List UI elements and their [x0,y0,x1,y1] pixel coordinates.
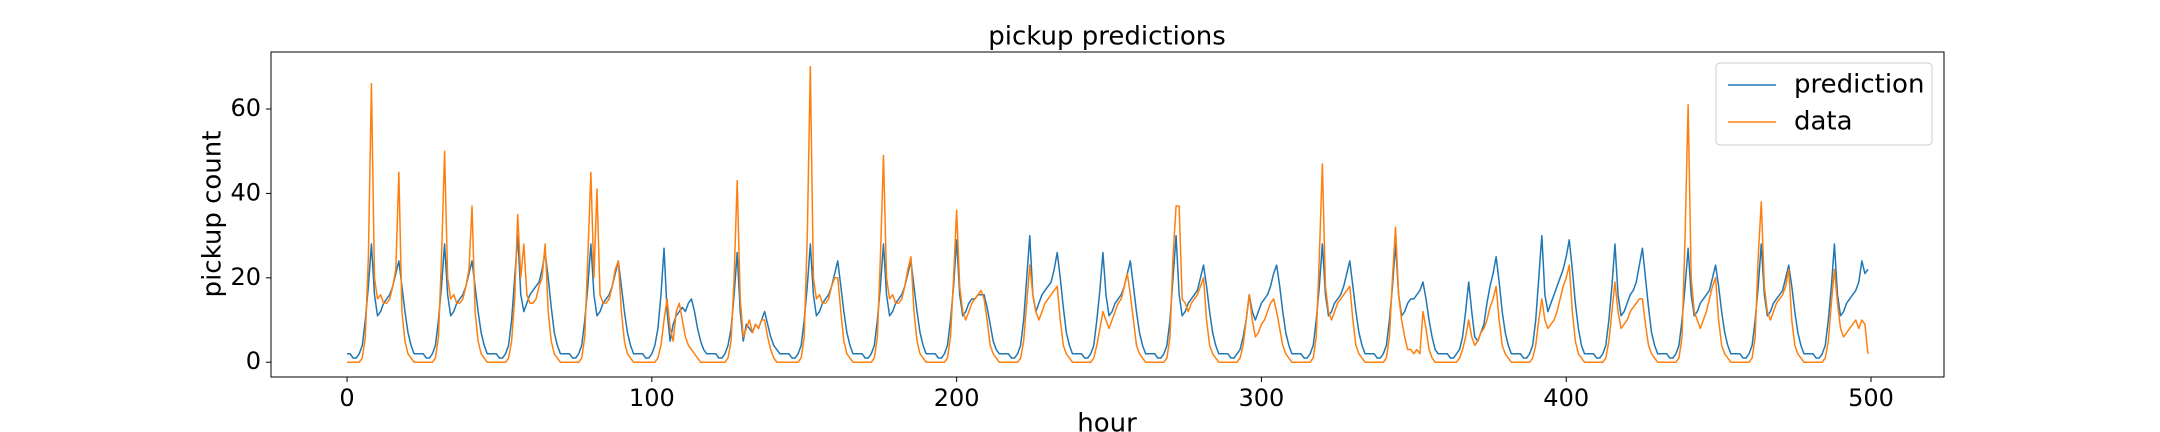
legend-label: data [1794,107,1853,137]
y-tick-label: 60 [230,94,261,122]
y-tick-label: 20 [230,263,261,291]
chart-title: pickup predictions [988,22,1226,52]
axes-frame [270,51,1945,378]
x-tick-label: 500 [1848,384,1894,412]
y-tick-label: 40 [230,178,261,206]
x-tick-label: 400 [1543,384,1589,412]
data-line [347,66,1869,363]
y-tick-label: 0 [246,347,261,375]
legend-label: prediction [1794,70,1924,100]
x-axis-label: hour [1077,409,1137,432]
y-axis-label: pickup count [198,131,228,298]
x-tick-label: 200 [934,384,980,412]
data-line [347,234,1869,359]
x-tick-label: 100 [629,384,675,412]
x-tick-label: 300 [1239,384,1285,412]
x-tick-label: 0 [339,384,354,412]
legend-box [1715,62,1933,146]
